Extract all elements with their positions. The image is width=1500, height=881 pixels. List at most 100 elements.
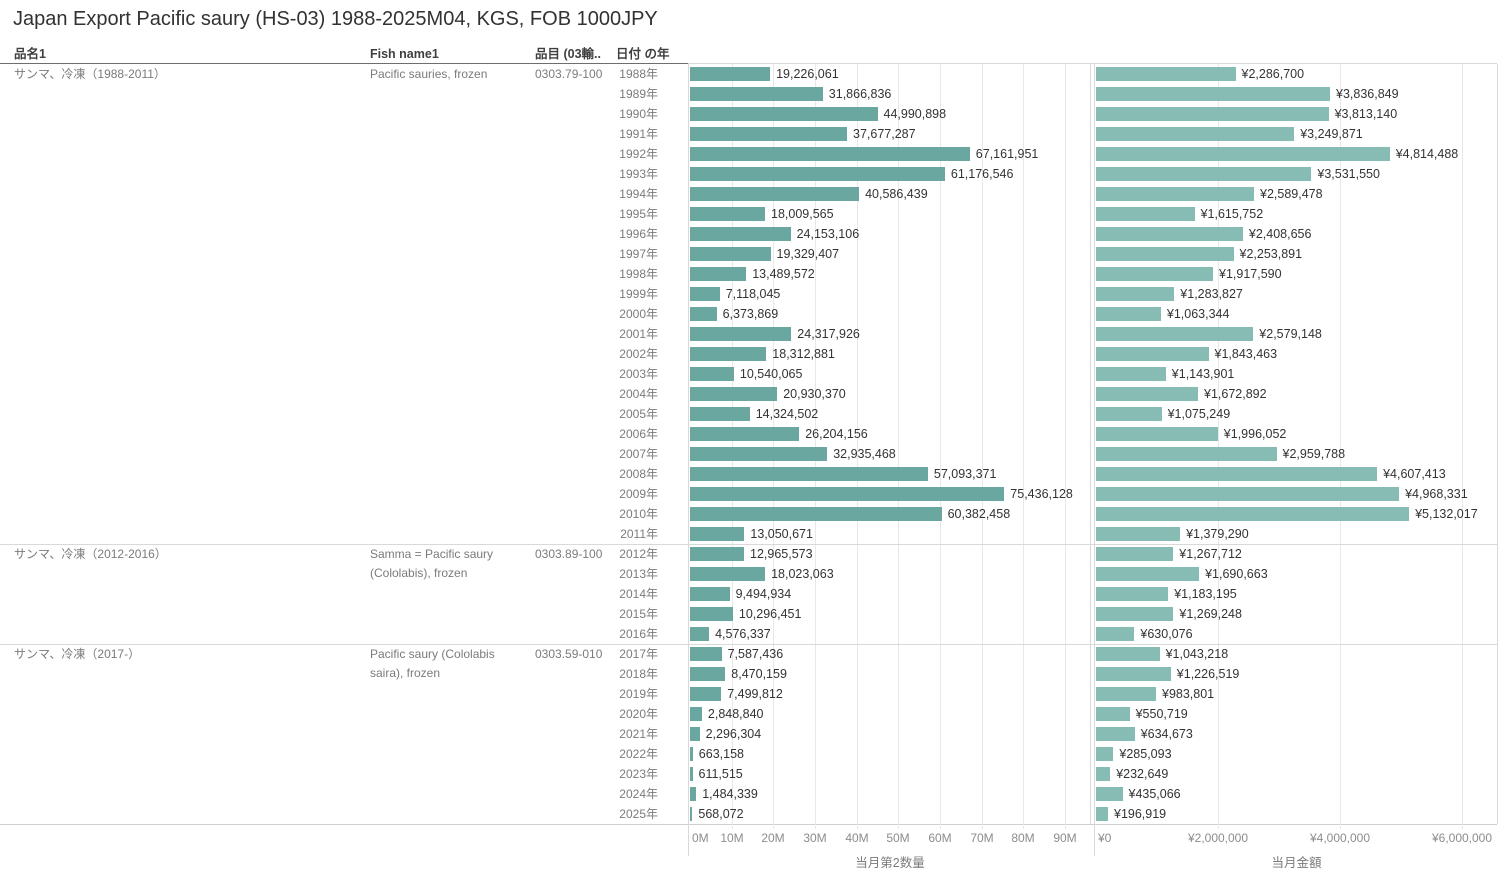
- value-bar[interactable]: [1096, 707, 1130, 721]
- value-bar[interactable]: [1096, 787, 1123, 801]
- quantity-bar[interactable]: [690, 767, 693, 781]
- year-label[interactable]: 2002年: [619, 347, 658, 361]
- quantity-bar[interactable]: [690, 87, 823, 101]
- year-label[interactable]: 2005年: [619, 407, 658, 421]
- quantity-bar[interactable]: [690, 587, 730, 601]
- year-label[interactable]: 2013年: [619, 567, 658, 581]
- year-label[interactable]: 2019年: [619, 687, 658, 701]
- year-label[interactable]: 2024年: [619, 787, 658, 801]
- value-bar[interactable]: [1096, 767, 1111, 781]
- quantity-bar[interactable]: [690, 347, 767, 361]
- column-header-item-code[interactable]: 品目 (03輸..: [535, 47, 601, 61]
- quantity-bar[interactable]: [690, 127, 847, 141]
- year-label[interactable]: 2008年: [619, 467, 658, 481]
- quantity-bar[interactable]: [690, 667, 726, 681]
- value-bar[interactable]: [1096, 667, 1171, 681]
- quantity-bar[interactable]: [690, 367, 734, 381]
- value-bar[interactable]: [1096, 367, 1166, 381]
- value-bar[interactable]: [1096, 727, 1135, 741]
- year-label[interactable]: 1990年: [619, 107, 658, 121]
- quantity-bar[interactable]: [690, 707, 702, 721]
- value-bar[interactable]: [1096, 447, 1277, 461]
- value-bar[interactable]: [1096, 227, 1243, 241]
- quantity-bar[interactable]: [690, 507, 942, 521]
- year-label[interactable]: 1997年: [619, 247, 658, 261]
- year-label[interactable]: 1998年: [619, 267, 658, 281]
- year-label[interactable]: 2009年: [619, 487, 658, 501]
- year-label[interactable]: 2007年: [619, 447, 658, 461]
- quantity-bar[interactable]: [690, 147, 970, 161]
- year-label[interactable]: 2010年: [619, 507, 658, 521]
- quantity-bar[interactable]: [690, 187, 860, 201]
- value-bar[interactable]: [1096, 527, 1181, 541]
- value-bar[interactable]: [1096, 87, 1330, 101]
- year-label[interactable]: 2021年: [619, 727, 658, 741]
- value-bar[interactable]: [1096, 167, 1312, 181]
- value-bar[interactable]: [1096, 567, 1200, 581]
- quantity-bar[interactable]: [690, 527, 745, 541]
- year-label[interactable]: 2016年: [619, 627, 658, 641]
- quantity-bar[interactable]: [690, 307, 717, 321]
- value-bar[interactable]: [1096, 107, 1329, 121]
- year-label[interactable]: 2001年: [619, 327, 658, 341]
- quantity-bar[interactable]: [690, 227, 791, 241]
- value-bar[interactable]: [1096, 187, 1254, 201]
- quantity-bar[interactable]: [690, 427, 800, 441]
- value-bar[interactable]: [1096, 287, 1175, 301]
- quantity-bar[interactable]: [690, 547, 744, 561]
- value-bar[interactable]: [1096, 747, 1114, 761]
- quantity-bar[interactable]: [690, 247, 771, 261]
- quantity-bar[interactable]: [690, 487, 1005, 501]
- value-bar[interactable]: [1096, 807, 1108, 821]
- quantity-bar[interactable]: [690, 207, 765, 221]
- column-header-fish-name[interactable]: Fish name1: [370, 47, 439, 61]
- year-label[interactable]: 1989年: [619, 87, 658, 101]
- year-label[interactable]: 1993年: [619, 167, 658, 181]
- value-bar[interactable]: [1096, 67, 1236, 81]
- year-label[interactable]: 1991年: [619, 127, 658, 141]
- quantity-bar[interactable]: [690, 467, 928, 481]
- quantity-bar[interactable]: [690, 167, 945, 181]
- year-label[interactable]: 1996年: [619, 227, 658, 241]
- year-label[interactable]: 2025年: [619, 807, 658, 821]
- year-label[interactable]: 2023年: [619, 767, 658, 781]
- value-bar[interactable]: [1096, 267, 1213, 281]
- value-bar[interactable]: [1096, 407, 1162, 421]
- quantity-bar[interactable]: [690, 447, 828, 461]
- value-bar[interactable]: [1096, 587, 1169, 601]
- value-bar[interactable]: [1096, 627, 1135, 641]
- year-label[interactable]: 1995年: [619, 207, 658, 221]
- year-label[interactable]: 1999年: [619, 287, 658, 301]
- quantity-bar[interactable]: [690, 407, 750, 421]
- year-label[interactable]: 2004年: [619, 387, 658, 401]
- quantity-bar[interactable]: [690, 607, 733, 621]
- value-bar[interactable]: [1096, 487, 1400, 501]
- value-bar[interactable]: [1096, 427, 1218, 441]
- value-bar[interactable]: [1096, 647, 1160, 661]
- year-label[interactable]: 2012年: [619, 547, 658, 561]
- value-bar[interactable]: [1096, 687, 1156, 701]
- column-header-date-year[interactable]: 日付 の年: [616, 47, 670, 61]
- year-label[interactable]: 2017年: [619, 647, 658, 661]
- value-bar[interactable]: [1096, 507, 1410, 521]
- value-bar[interactable]: [1096, 327, 1254, 341]
- year-label[interactable]: 1992年: [619, 147, 658, 161]
- year-label[interactable]: 2006年: [619, 427, 658, 441]
- quantity-bar[interactable]: [690, 787, 697, 801]
- quantity-bar[interactable]: [690, 287, 720, 301]
- value-bar[interactable]: [1096, 127, 1295, 141]
- value-bar[interactable]: [1096, 547, 1174, 561]
- quantity-bar[interactable]: [690, 107, 878, 121]
- year-label[interactable]: 2015年: [619, 607, 658, 621]
- column-header-product-name[interactable]: 品名1: [14, 47, 46, 61]
- quantity-bar[interactable]: [690, 727, 700, 741]
- quantity-bar[interactable]: [690, 387, 778, 401]
- year-label[interactable]: 2000年: [619, 307, 658, 321]
- value-bar[interactable]: [1096, 207, 1195, 221]
- year-label[interactable]: 2003年: [619, 367, 658, 381]
- year-label[interactable]: 1988年: [619, 67, 658, 81]
- year-label[interactable]: 1994年: [619, 187, 658, 201]
- value-bar[interactable]: [1096, 247, 1234, 261]
- quantity-bar[interactable]: [690, 647, 722, 661]
- value-bar[interactable]: [1096, 467, 1378, 481]
